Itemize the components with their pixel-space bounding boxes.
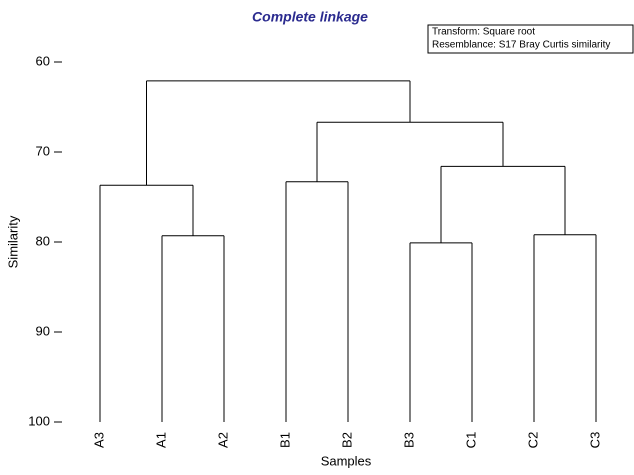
y-tick-label: 100 <box>28 413 50 428</box>
leaf-label: C3 <box>587 432 602 449</box>
annotation: Transform: Square root <box>432 27 535 38</box>
leaf-label: B2 <box>339 432 354 448</box>
dendrogram <box>99 80 597 422</box>
leaf-label: C1 <box>463 432 478 449</box>
annotation-box <box>427 24 634 54</box>
leaf-label: B1 <box>277 432 292 448</box>
leaf-label: C2 <box>525 432 540 449</box>
chart-title: Complete linkage <box>252 9 368 25</box>
annotation: Resemblance: S17 Bray Curtis similarity <box>432 40 610 51</box>
y-tick-label: 60 <box>36 53 50 68</box>
leaf-label: A2 <box>215 432 230 448</box>
leaf-label: A3 <box>91 432 106 448</box>
y-tick-label: 90 <box>36 323 50 338</box>
x-axis-label: Samples <box>321 453 372 468</box>
y-tick-label: 80 <box>36 233 50 248</box>
leaf-label: A1 <box>153 432 168 448</box>
leaf-label: B3 <box>401 432 416 448</box>
y-tick-label: 70 <box>36 143 50 158</box>
y-axis-label: Similarity <box>5 215 20 268</box>
